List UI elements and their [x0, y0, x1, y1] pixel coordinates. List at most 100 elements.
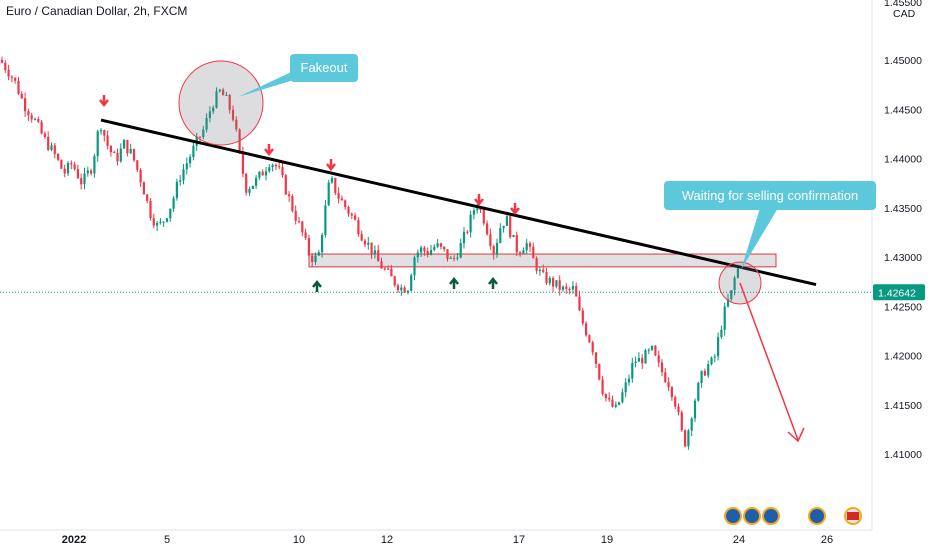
candle-body — [311, 255, 314, 262]
candle-body — [57, 153, 60, 160]
candle-body — [733, 277, 736, 291]
candle-body — [700, 370, 703, 383]
waiting-callout-pointer — [741, 208, 778, 270]
candle-body — [406, 290, 409, 293]
candle-body — [175, 181, 178, 199]
candle-body — [106, 135, 109, 146]
candle-body — [33, 119, 37, 121]
candle-body — [502, 225, 505, 229]
candle-body — [509, 216, 512, 238]
candle-body — [627, 378, 631, 383]
candle-body — [321, 234, 324, 253]
candle-body — [495, 242, 499, 255]
waiting-callout-box — [664, 181, 876, 210]
candle-body — [205, 117, 208, 130]
candle-body — [710, 357, 713, 365]
candle-body — [4, 62, 7, 70]
candle-body — [426, 251, 429, 255]
candle-body — [390, 269, 393, 277]
candle-body — [136, 160, 139, 170]
candle-body — [334, 178, 337, 193]
candle-body — [350, 213, 353, 216]
candle-body — [667, 382, 670, 388]
candle-body — [545, 271, 548, 284]
price-top-label: 1.45500 — [884, 0, 922, 9]
candle-body — [713, 356, 716, 358]
candle-body — [215, 91, 218, 108]
candle-body — [624, 382, 627, 393]
candle-body — [433, 246, 436, 250]
candle-body — [538, 269, 541, 272]
candle-body — [377, 250, 380, 262]
candle-body — [367, 242, 370, 245]
candle-body — [172, 198, 175, 209]
candle-body — [674, 397, 677, 407]
candle-body — [291, 196, 294, 211]
candle-body — [212, 107, 215, 112]
candle-body — [185, 163, 188, 170]
last-price-label: 1.42642 — [878, 287, 916, 299]
candle-body — [235, 119, 238, 130]
candle-body — [60, 159, 63, 169]
candle-body — [476, 208, 479, 211]
candle-body — [720, 329, 723, 338]
candle-body — [307, 237, 310, 256]
green-arrow-up-icon — [449, 276, 459, 289]
x-tick-label: 10 — [293, 534, 305, 546]
x-tick-label: 24 — [733, 534, 745, 546]
candle-body — [581, 310, 584, 324]
candle-body — [27, 111, 30, 116]
descending-trendline — [100, 118, 817, 287]
candle-body — [443, 246, 446, 250]
waiting-label: Waiting for selling confirmation — [682, 188, 859, 203]
candle-body — [387, 268, 390, 270]
x-tick-label: 12 — [381, 534, 393, 546]
candle-body — [410, 275, 413, 291]
candle-body — [169, 208, 172, 219]
candle-body — [96, 131, 99, 157]
candle-body — [618, 402, 621, 405]
candle-body — [268, 167, 271, 172]
candle-body — [10, 76, 13, 78]
candle-body — [697, 382, 700, 401]
candle-body — [703, 370, 706, 376]
candle-body — [690, 418, 693, 431]
red-arrow-down-icon — [264, 144, 274, 157]
candle-body — [585, 323, 588, 336]
eu-event-icon — [743, 507, 761, 525]
candle-body — [486, 223, 489, 235]
candle-body — [641, 357, 644, 364]
candle-body — [189, 157, 192, 164]
candle-body — [670, 387, 673, 398]
projection-arrowhead-icon — [787, 427, 805, 443]
candle-body — [294, 210, 297, 221]
support-zone — [308, 253, 777, 268]
candle-body — [687, 430, 690, 447]
candle-body — [552, 277, 555, 287]
candle-body — [347, 207, 350, 214]
candle-body — [225, 94, 228, 96]
candle-body — [132, 148, 136, 161]
candle-body — [241, 151, 244, 174]
y-tick-label: 1.41500 — [884, 400, 922, 412]
candle-body — [43, 133, 46, 137]
candle-body — [591, 342, 594, 353]
candle-body — [522, 250, 525, 254]
candle-body — [301, 221, 304, 233]
candle-body — [20, 93, 23, 99]
fakeout-circle — [178, 60, 264, 146]
x-tick-label: 2022 — [62, 534, 86, 546]
candle-body — [403, 287, 406, 293]
candle-body — [66, 162, 70, 174]
candle-body — [528, 243, 532, 247]
green-arrow-up-icon — [312, 279, 322, 292]
candle-body — [396, 285, 400, 291]
candle-body — [542, 269, 545, 272]
candle-body — [575, 285, 578, 297]
candle-body — [129, 148, 132, 154]
candle-body — [258, 171, 261, 178]
candle-body — [142, 182, 145, 195]
red-arrow-down-icon — [326, 159, 336, 172]
candle-body — [598, 363, 601, 380]
